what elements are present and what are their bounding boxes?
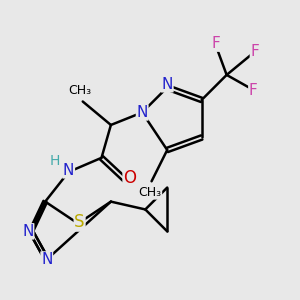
Text: N: N	[22, 224, 34, 239]
Text: H: H	[50, 154, 60, 168]
Text: N: N	[41, 252, 52, 267]
Text: N: N	[136, 105, 148, 120]
Text: CH₃: CH₃	[68, 84, 91, 97]
Text: F: F	[211, 36, 220, 51]
Text: CH₃: CH₃	[138, 186, 162, 199]
Text: F: F	[249, 83, 258, 98]
Text: N: N	[161, 77, 173, 92]
Text: O: O	[123, 169, 136, 187]
Text: N: N	[63, 163, 74, 178]
Text: S: S	[74, 213, 85, 231]
Text: F: F	[250, 44, 259, 59]
